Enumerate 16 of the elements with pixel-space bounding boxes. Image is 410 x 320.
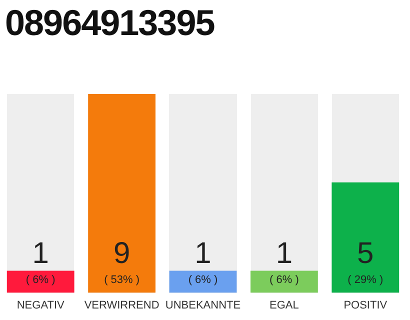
chart-title: 08964913395	[5, 2, 214, 44]
x-tick-label: VERWIRREND	[84, 299, 160, 312]
data-label: 1	[194, 236, 212, 270]
x-tick-label: POSITIV	[344, 299, 388, 312]
x-tick-label: UNBEKANNTE	[165, 299, 241, 312]
data-label: 5	[357, 236, 374, 270]
x-tick-label: NEGATIV	[16, 299, 65, 312]
annotation: ( 6% )	[188, 274, 218, 286]
x-tick-label: EGAL	[270, 299, 299, 312]
annotation: ( 53% )	[104, 274, 140, 286]
data-label: 9	[113, 236, 130, 270]
annotation: ( 6% )	[26, 274, 56, 286]
data-label: 1	[276, 236, 293, 270]
annotation: ( 6% )	[270, 274, 299, 286]
annotation: ( 29% )	[348, 274, 384, 286]
data-label: 1	[32, 236, 49, 270]
